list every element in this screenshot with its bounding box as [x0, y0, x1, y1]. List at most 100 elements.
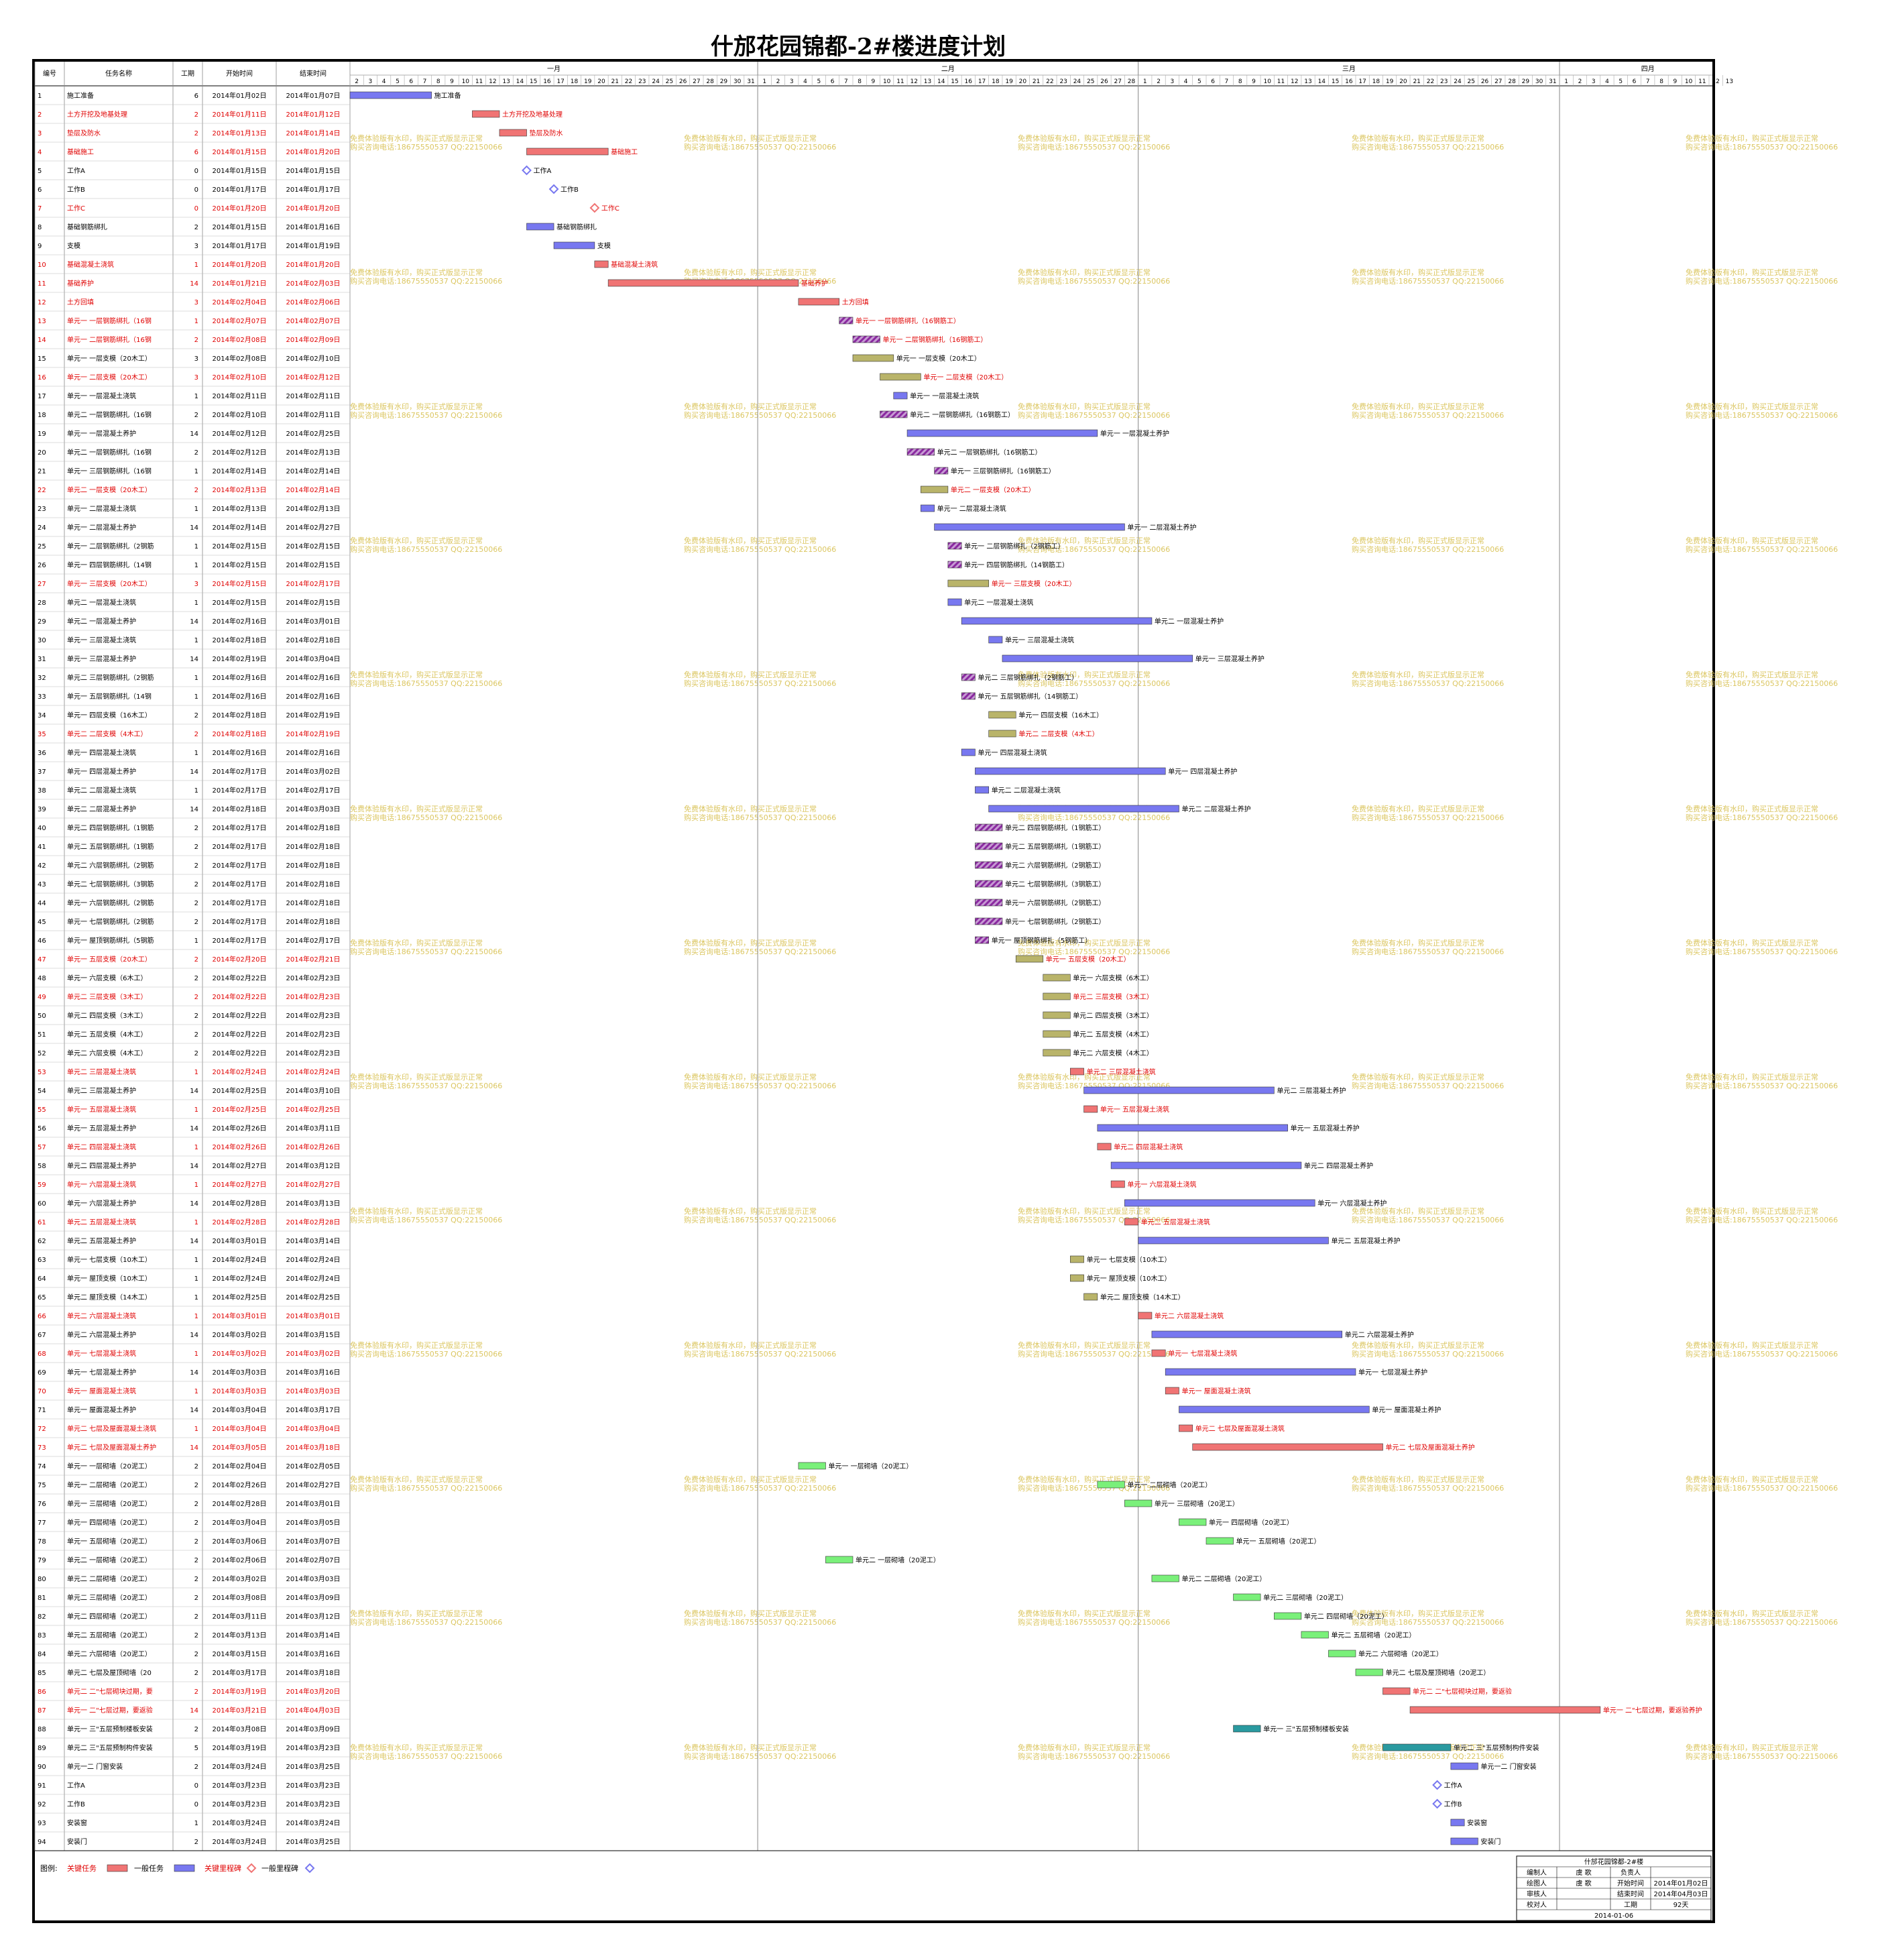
task-bar [934, 523, 1125, 531]
task-bar [880, 410, 908, 418]
bar-label: 单元一 三层支模（20木工） [992, 580, 1076, 588]
bar-label: 单元二 一层混凝土养护 [1155, 617, 1224, 626]
task-bar [961, 617, 1153, 625]
task-start: 2014年02月26日 [213, 1481, 267, 1489]
task-end: 2014年02月18日 [286, 861, 341, 870]
task-id: 89 [38, 1745, 46, 1752]
task-end: 2014年03月10日 [286, 1086, 341, 1095]
task-start: 2014年02月24日 [213, 1068, 267, 1076]
watermark-line-2: 购买咨询电话:18675550537 QQ:22150066 [1352, 1751, 1504, 1761]
task-start: 2014年03月24日 [213, 1819, 267, 1827]
task-end: 2014年01月19日 [286, 241, 341, 250]
task-duration: 14 [190, 280, 198, 288]
task-id: 78 [38, 1538, 46, 1546]
task-start: 2014年03月17日 [213, 1668, 267, 1677]
task-bar [1138, 1312, 1153, 1320]
month-label: 三月 [1342, 65, 1356, 73]
day-label: 8 [436, 78, 440, 85]
task-id: 59 [38, 1181, 46, 1189]
task-id: 24 [38, 524, 46, 532]
task-bar [988, 730, 1016, 738]
bar-label: 单元一 二层混凝土浇筑 [937, 504, 1006, 513]
task-name: 单元二 二层混凝土养护 [67, 805, 136, 813]
task-name: 基础混凝土浇筑 [67, 260, 114, 269]
bar-label: 单元一 五层支模（20木工） [1046, 956, 1130, 964]
task-id: 69 [38, 1369, 46, 1377]
task-end: 2014年03月01日 [286, 1312, 341, 1320]
task-id: 20 [38, 449, 46, 457]
task-id: 94 [38, 1839, 46, 1846]
task-end: 2014年02月27日 [286, 1180, 341, 1189]
watermark-line-2: 购买咨询电话:18675550537 QQ:22150066 [1352, 1483, 1504, 1493]
task-start: 2014年03月01日 [213, 1236, 267, 1245]
task-start: 2014年02月22日 [213, 1030, 267, 1039]
watermark-line-2: 购买咨询电话:18675550537 QQ:22150066 [1686, 679, 1838, 688]
task-duration: 2 [194, 994, 198, 1001]
task-name: 工作C [67, 205, 85, 213]
task-start: 2014年02月17日 [213, 899, 267, 907]
info-cell: 负责人 [1621, 1868, 1641, 1877]
task-end: 2014年03月04日 [286, 1424, 341, 1433]
task-duration: 14 [190, 430, 198, 438]
info-cell: 结束时间 [1617, 1890, 1644, 1898]
task-id: 92 [38, 1801, 46, 1808]
task-duration: 5 [194, 1745, 198, 1752]
watermark-line-2: 购买咨询电话:18675550537 QQ:22150066 [684, 1215, 836, 1224]
task-end: 2014年02月13日 [286, 504, 341, 513]
bar-label: 单元二 六层砌墙（20泥工） [1358, 1650, 1443, 1658]
task-duration: 1 [194, 1219, 198, 1226]
bar-label: 单元二 二"七层砌块过期，要返验 [1413, 1687, 1512, 1696]
task-end: 2014年03月04日 [286, 654, 341, 663]
task-bar [1110, 1161, 1302, 1169]
task-duration: 2 [194, 975, 198, 982]
task-name: 单元二 屋顶支模（14木工） [67, 1293, 152, 1302]
day-label: 26 [1100, 78, 1108, 85]
task-duration: 2 [194, 1632, 198, 1639]
task-duration: 2 [194, 862, 198, 870]
task-id: 71 [38, 1407, 46, 1414]
day-label: 1 [1564, 78, 1568, 85]
watermark-line-1: 免费体验版有水印，购买正式版显示正常 [1018, 1206, 1151, 1216]
watermark-line-1: 免费体验版有水印，购买正式版显示正常 [684, 1206, 817, 1216]
task-end: 2014年04月03日 [286, 1706, 341, 1715]
day-label: 17 [556, 78, 564, 85]
task-start: 2014年02月15日 [213, 579, 267, 588]
task-bar [1097, 1143, 1112, 1151]
task-end: 2014年02月18日 [286, 899, 341, 907]
task-end: 2014年02月28日 [286, 1218, 341, 1226]
day-label: 22 [625, 78, 632, 85]
task-name: 单元二 二层混凝土浇筑 [67, 786, 136, 795]
task-end: 2014年03月03日 [286, 1574, 341, 1583]
watermark-line-1: 免费体验版有水印，购买正式版显示正常 [1018, 536, 1151, 545]
task-start: 2014年03月05日 [213, 1443, 267, 1452]
task-duration: 2 [194, 825, 198, 832]
watermark-line-1: 免费体验版有水印，购买正式版显示正常 [350, 268, 483, 277]
task-duration: 1 [194, 599, 198, 607]
bar-label: 单元二 一层支模（20木工） [951, 486, 1035, 494]
info-cell: 92天 [1673, 1902, 1689, 1909]
task-start: 2014年01月15日 [213, 223, 267, 231]
task-duration: 14 [190, 656, 198, 663]
task-name: 基础钢筋绑扎 [67, 223, 107, 231]
task-duration: 2 [194, 224, 198, 231]
day-label: 16 [1345, 78, 1353, 85]
task-bar [852, 335, 880, 343]
task-duration: 14 [190, 1332, 198, 1339]
info-cell: 2014年04月03日 [1654, 1890, 1708, 1898]
watermark-line-2: 购买咨询电话:18675550537 QQ:22150066 [1686, 142, 1838, 152]
task-end: 2014年02月15日 [286, 561, 341, 569]
watermark-line-1: 免费体验版有水印，购买正式版显示正常 [1686, 1206, 1818, 1216]
task-duration: 1 [194, 1275, 198, 1283]
watermark-line-2: 购买咨询电话:18675550537 QQ:22150066 [1018, 947, 1170, 956]
day-label: 12 [489, 78, 496, 85]
day-label: 12 [910, 78, 917, 85]
day-label: 22 [1046, 78, 1053, 85]
watermark-line-1: 免费体验版有水印，购买正式版显示正常 [684, 670, 817, 679]
watermark-line-2: 购买咨询电话:18675550537 QQ:22150066 [1352, 1617, 1504, 1627]
day-label: 11 [475, 78, 483, 85]
day-label: 8 [858, 78, 862, 85]
watermark-line-1: 免费体验版有水印，购买正式版显示正常 [684, 402, 817, 411]
task-name: 单元一 五层钢筋绑扎（14钢 [67, 692, 152, 701]
task-bar [947, 542, 962, 550]
watermark-line-2: 购买咨询电话:18675550537 QQ:22150066 [684, 410, 836, 420]
